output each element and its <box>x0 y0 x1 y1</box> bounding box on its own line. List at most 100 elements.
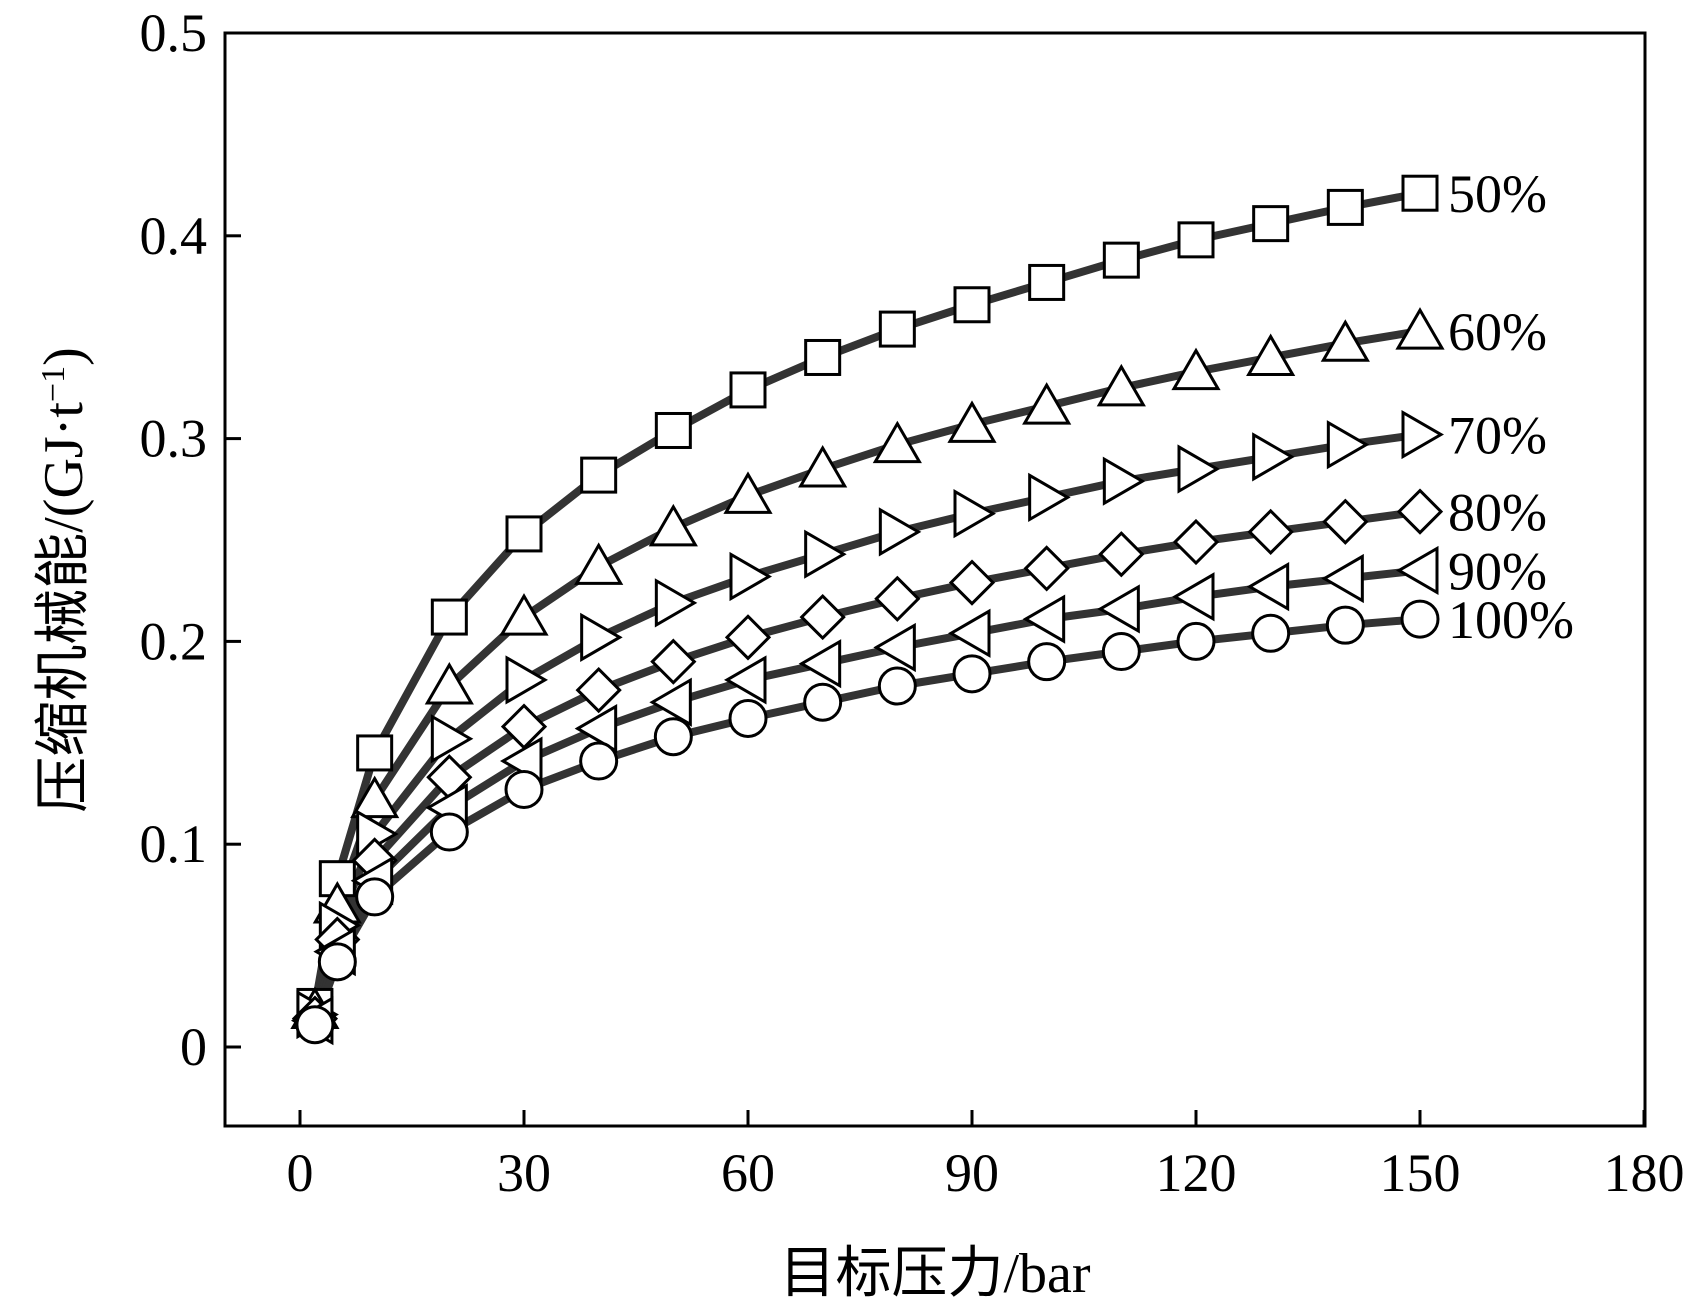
data-point <box>580 612 623 662</box>
data-point <box>1028 472 1071 523</box>
data-point <box>803 682 843 722</box>
series-label: 60% <box>1448 302 1547 362</box>
data-point <box>1098 531 1145 578</box>
data-point <box>1177 444 1220 494</box>
data-point <box>948 608 991 658</box>
series-label: 100% <box>1448 590 1574 650</box>
y-tick-label: 0.1 <box>140 814 208 874</box>
data-point <box>653 717 693 757</box>
x-axis-ticks: 0 30 60 90 120 150 180 <box>287 1110 1685 1203</box>
data-point <box>952 654 992 694</box>
data-point <box>724 655 767 705</box>
data-point <box>1177 221 1215 259</box>
data-point <box>1171 347 1221 391</box>
data-point <box>1028 263 1066 301</box>
x-tick-label: 150 <box>1380 1143 1461 1203</box>
data-point <box>872 420 922 464</box>
data-point <box>499 593 549 636</box>
data-point <box>1247 508 1294 556</box>
x-axis-label: 目标压力/bar <box>779 1243 1090 1305</box>
data-point <box>1022 382 1072 425</box>
data-point <box>648 503 698 547</box>
data-point <box>1322 498 1369 545</box>
data-point <box>874 575 921 622</box>
data-point <box>1395 307 1445 350</box>
data-point <box>1246 333 1296 376</box>
x-tick-label: 0 <box>287 1143 314 1203</box>
data-point <box>505 655 548 705</box>
data-point <box>798 639 842 689</box>
data-point <box>1252 432 1295 482</box>
data-point <box>1027 642 1067 682</box>
data-point <box>1101 632 1141 672</box>
series-markers-60% <box>290 307 1445 1029</box>
data-point <box>1102 241 1140 279</box>
data-point <box>1096 363 1146 407</box>
series-line-50% <box>310 189 1424 1011</box>
data-point <box>948 559 996 606</box>
x-tick-label: 30 <box>497 1143 551 1203</box>
data-point <box>1326 188 1364 226</box>
data-point <box>574 704 618 754</box>
data-point <box>580 456 618 494</box>
data-point <box>430 714 474 764</box>
data-point <box>798 445 848 488</box>
y-tick-label: 0.2 <box>140 611 208 671</box>
y-axis-label-suffix: ) <box>33 347 95 366</box>
series-label: 50% <box>1448 164 1547 224</box>
data-point <box>1325 605 1365 645</box>
data-point <box>1401 174 1439 212</box>
data-point <box>579 741 619 781</box>
data-point <box>878 310 916 348</box>
x-tick-label: 120 <box>1156 1143 1237 1203</box>
data-point <box>728 698 768 738</box>
data-point <box>723 471 773 514</box>
data-point <box>1326 420 1370 470</box>
y-tick-label: 0 <box>180 1017 207 1077</box>
series-label: 80% <box>1448 483 1547 543</box>
data-point <box>1102 456 1146 506</box>
data-point <box>729 551 772 602</box>
series-markers-100% <box>295 599 1440 1045</box>
x-tick-label: 180 <box>1604 1143 1685 1203</box>
data-point <box>504 769 544 809</box>
series-layer <box>290 174 1445 1046</box>
y-axis-label: 压缩机械能/(GJ·t−1) <box>33 347 95 813</box>
data-point <box>1401 409 1444 460</box>
data-point <box>1246 562 1290 612</box>
data-point <box>729 371 767 409</box>
data-point <box>1321 553 1364 604</box>
data-point <box>575 666 622 714</box>
data-point <box>947 400 997 443</box>
y-tick-label: 0.3 <box>140 409 208 469</box>
data-point <box>355 877 395 917</box>
series-line-100% <box>310 615 1424 1029</box>
y-axis-ticks: 0 0.1 0.2 0.3 0.4 0.5 <box>140 3 241 1077</box>
plot-frame <box>223 31 1647 1128</box>
data-point <box>953 489 996 539</box>
data-point <box>1396 545 1439 596</box>
y-tick-label: 0.4 <box>140 206 208 266</box>
series-label: 70% <box>1448 406 1547 466</box>
data-point <box>799 593 846 641</box>
data-point <box>877 666 917 706</box>
data-point <box>654 411 692 449</box>
data-point <box>356 734 394 772</box>
data-point <box>574 542 624 585</box>
y-axis-label-main: 压缩机械能/(GJ·t <box>33 402 95 813</box>
data-point <box>1172 518 1220 566</box>
series-label: 90% <box>1448 541 1547 601</box>
data-point <box>654 578 698 628</box>
data-point <box>650 638 697 685</box>
y-axis-label-superscript: −1 <box>35 366 72 402</box>
series-labels: 50% 60% 70% 80%90%100% <box>1448 164 1574 650</box>
data-point <box>649 677 692 727</box>
data-point <box>1400 599 1440 639</box>
data-point <box>1252 205 1290 243</box>
data-point <box>1176 621 1216 661</box>
data-point <box>424 662 474 705</box>
data-point <box>804 529 847 579</box>
data-point <box>804 338 842 376</box>
data-point <box>1023 545 1070 592</box>
